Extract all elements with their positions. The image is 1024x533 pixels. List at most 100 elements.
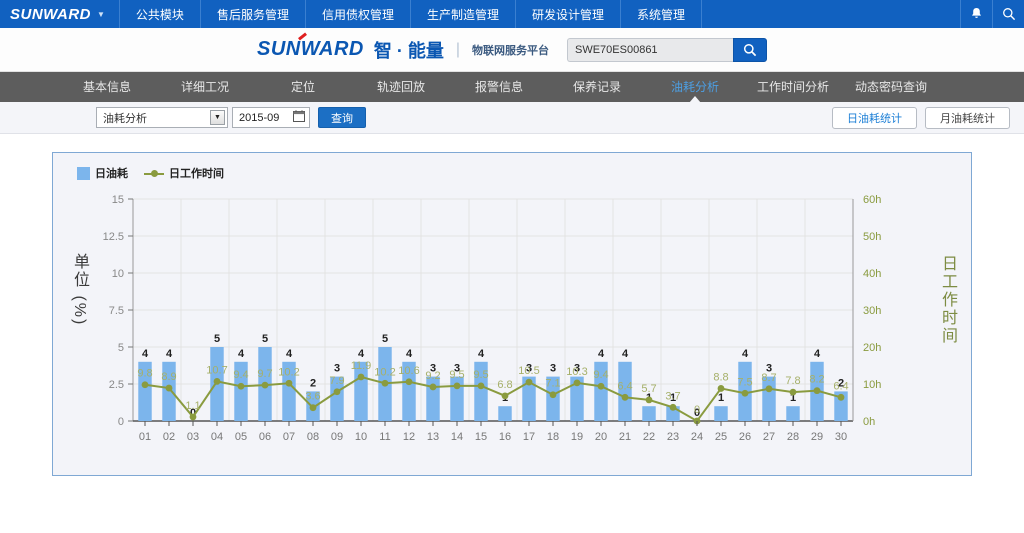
- svg-text:7.5: 7.5: [109, 305, 124, 317]
- svg-text:2.5: 2.5: [109, 379, 124, 391]
- tab-dynamic-password[interactable]: 动态密码查询: [854, 80, 927, 94]
- svg-text:16: 16: [499, 431, 511, 443]
- svg-text:11: 11: [379, 431, 390, 443]
- svg-text:5: 5: [382, 333, 388, 345]
- topnav-item-1[interactable]: 售后服务管理: [199, 0, 305, 28]
- svg-text:10.7: 10.7: [206, 364, 227, 376]
- svg-text:3: 3: [550, 363, 556, 375]
- search-icon[interactable]: [992, 0, 1024, 28]
- stat-mode-group: 日油耗统计 月油耗统计: [832, 106, 1010, 129]
- svg-text:10.2: 10.2: [278, 366, 299, 378]
- tab-track-playback[interactable]: 轨迹回放: [376, 80, 425, 94]
- svg-text:3.7: 3.7: [665, 390, 680, 402]
- topnav-item-3[interactable]: 生产制造管理: [409, 0, 515, 28]
- svg-text:4: 4: [814, 348, 821, 360]
- svg-text:5: 5: [214, 333, 220, 345]
- search-button[interactable]: [733, 37, 767, 62]
- topnav-item-0[interactable]: 公共模块: [118, 0, 200, 28]
- tab-basic-info[interactable]: 基本信息: [82, 80, 131, 94]
- svg-text:0: 0: [694, 407, 700, 419]
- chart-legend: 日油耗 日工作时间: [63, 161, 961, 181]
- svg-text:10.2: 10.2: [374, 366, 395, 378]
- svg-text:4: 4: [286, 348, 293, 360]
- legend-item-daily-worktime[interactable]: 日工作时间: [144, 165, 224, 181]
- search-input[interactable]: [567, 37, 733, 62]
- logo-main-text: SUNWARD: [257, 38, 364, 60]
- legend-item-daily-fuel[interactable]: 日油耗: [77, 165, 128, 181]
- svg-text:15: 15: [112, 194, 124, 206]
- svg-text:12.5: 12.5: [103, 231, 124, 243]
- svg-text:60h: 60h: [863, 194, 881, 206]
- svg-text:4: 4: [358, 348, 365, 360]
- svg-text:02: 02: [163, 431, 175, 443]
- svg-text:4: 4: [622, 348, 629, 360]
- svg-text:6.4: 6.4: [617, 380, 632, 392]
- svg-text:7.8: 7.8: [785, 375, 800, 387]
- tab-location[interactable]: 定位: [290, 80, 315, 94]
- daily-fuel-stat-button[interactable]: 日油耗统计: [832, 106, 917, 129]
- brand-logo[interactable]: SUNWARD ▼: [0, 0, 119, 28]
- calendar-icon[interactable]: [293, 110, 305, 125]
- svg-text:03: 03: [187, 431, 199, 443]
- svg-text:26: 26: [739, 431, 751, 443]
- svg-text:1: 1: [670, 392, 676, 404]
- svg-text:3.6: 3.6: [305, 391, 320, 403]
- platform-header: SUNWARD 智 · 能量 | 物联网服务平台: [0, 28, 1024, 72]
- svg-text:3: 3: [430, 363, 436, 375]
- svg-text:9.5: 9.5: [473, 369, 488, 381]
- svg-text:9.4: 9.4: [593, 369, 608, 381]
- svg-text:25: 25: [715, 431, 727, 443]
- svg-text:3: 3: [526, 363, 532, 375]
- svg-text:4: 4: [478, 348, 485, 360]
- svg-text:10: 10: [112, 268, 124, 280]
- svg-text:13: 13: [427, 431, 439, 443]
- bell-icon[interactable]: [960, 0, 992, 28]
- svg-text:29: 29: [811, 431, 823, 443]
- top-menu: 公共模块 售后服务管理 信用债权管理 生产制造管理 研发设计管理 系统管理: [118, 0, 703, 28]
- legend-label-daily-worktime: 日工作时间: [169, 168, 224, 180]
- svg-text:2: 2: [310, 377, 316, 389]
- svg-text:1.1: 1.1: [185, 400, 200, 412]
- svg-text:04: 04: [211, 431, 223, 443]
- analysis-type-select[interactable]: 油耗分析 ▼: [96, 107, 228, 128]
- month-picker[interactable]: 2015-09: [232, 107, 310, 128]
- svg-text:6.8: 6.8: [497, 379, 512, 391]
- tab-alarm-info[interactable]: 报警信息: [474, 80, 523, 94]
- tab-fuel-analysis[interactable]: 油耗分析: [646, 72, 744, 103]
- tab-worktime-analysis[interactable]: 工作时间分析: [756, 80, 829, 94]
- legend-swatch-bar: [77, 166, 90, 180]
- y2-axis-title: 日工作时间: [939, 255, 956, 345]
- svg-text:7.5: 7.5: [737, 376, 752, 388]
- svg-text:24: 24: [691, 431, 703, 443]
- svg-text:01: 01: [139, 431, 151, 443]
- chevron-down-icon[interactable]: ▼: [97, 9, 105, 19]
- svg-text:30: 30: [835, 431, 847, 443]
- svg-text:28: 28: [787, 431, 799, 443]
- svg-text:20: 20: [595, 431, 607, 443]
- logo-divider: |: [455, 40, 460, 58]
- query-button[interactable]: 查询: [318, 107, 366, 128]
- svg-text:18: 18: [547, 431, 559, 443]
- svg-text:0: 0: [118, 416, 124, 428]
- svg-text:7.1: 7.1: [545, 378, 560, 390]
- device-search: [567, 37, 767, 62]
- svg-text:17: 17: [523, 431, 535, 443]
- monthly-fuel-stat-button[interactable]: 月油耗统计: [925, 106, 1010, 129]
- chevron-down-icon[interactable]: ▼: [210, 110, 225, 125]
- svg-text:15: 15: [475, 431, 487, 443]
- topnav-item-5[interactable]: 系统管理: [620, 0, 703, 28]
- tab-maintenance-record[interactable]: 保养记录: [572, 80, 621, 94]
- tab-detail-status[interactable]: 详细工况: [180, 80, 229, 94]
- svg-text:8.2: 8.2: [809, 374, 824, 386]
- topnav-item-2[interactable]: 信用债权管理: [304, 0, 410, 28]
- svg-text:4: 4: [166, 348, 173, 360]
- svg-text:3: 3: [334, 363, 340, 375]
- svg-text:4: 4: [598, 348, 605, 360]
- svg-text:50h: 50h: [863, 231, 881, 243]
- svg-text:4: 4: [238, 348, 245, 360]
- svg-text:12: 12: [403, 431, 415, 443]
- svg-text:05: 05: [235, 431, 247, 443]
- topnav-item-4[interactable]: 研发设计管理: [514, 0, 620, 28]
- svg-text:08: 08: [307, 431, 319, 443]
